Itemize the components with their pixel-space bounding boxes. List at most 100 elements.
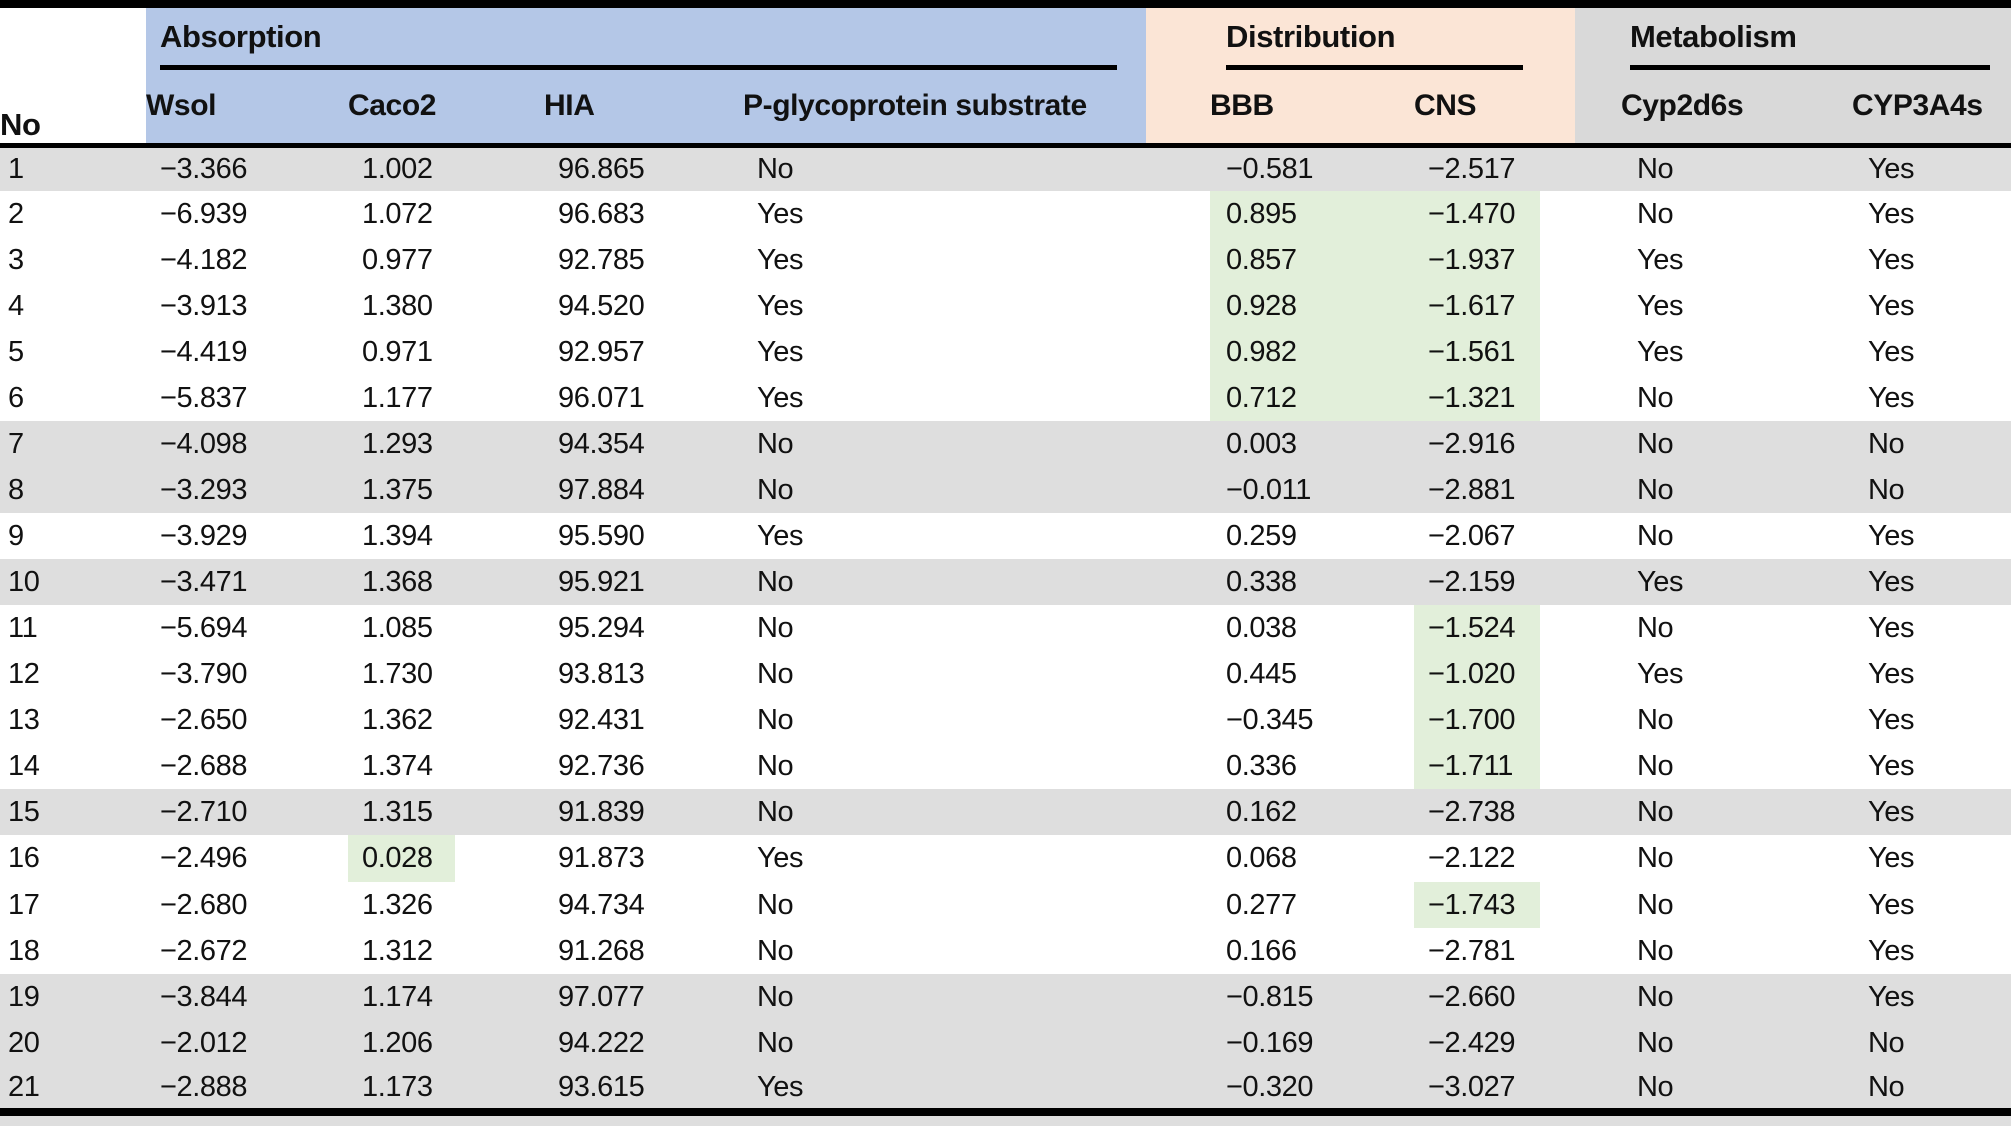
cell-spacer	[1146, 882, 1210, 928]
cell-spacer	[1540, 1066, 1575, 1112]
table-row: 1 −3.366 1.002 96.865 No −0.581 −2.517 N…	[0, 145, 2011, 191]
cell-cns: −2.159	[1414, 559, 1540, 605]
cell-bbb: 0.038	[1226, 611, 1297, 644]
cell-bbb: 0.277	[1226, 888, 1297, 921]
cell-cns: −1.321	[1414, 375, 1540, 421]
cell-cyp3a4s: Yes	[1852, 145, 2011, 191]
cell-cyp2d6s: No	[1621, 974, 1852, 1020]
cell-bbb: 0.928	[1210, 283, 1414, 329]
cell-spacer	[1146, 191, 1210, 237]
cell-spacer	[1540, 467, 1575, 513]
table-row: 19 −3.844 1.174 97.077 No −0.815 −2.660 …	[0, 974, 2011, 1020]
cell-pgp: No	[743, 1020, 1146, 1066]
table-row: 6 −5.837 1.177 96.071 Yes 0.712 −1.321 N…	[0, 375, 2011, 421]
cell-cyp3a4s: Yes	[1868, 519, 1915, 552]
cell-wsol: −3.471	[146, 559, 348, 605]
cell-spacer	[1540, 651, 1575, 697]
cell-caco2: 0.971	[362, 335, 433, 368]
cell-pgp: Yes	[757, 197, 804, 230]
cell-pgp: No	[743, 789, 1146, 835]
cell-spacer	[1540, 559, 1575, 605]
cell-cyp2d6s: No	[1637, 842, 1674, 874]
cell-wsol: −4.098	[146, 421, 348, 467]
cell-caco2: 0.028	[348, 835, 544, 882]
cell-spacer	[1146, 605, 1210, 651]
cell-spacer	[1146, 283, 1210, 329]
cell-spacer	[1146, 651, 1210, 697]
cell-spacer	[1540, 145, 1575, 191]
cell-cns: −1.020	[1414, 651, 1540, 697]
cell-caco2: 1.174	[348, 974, 544, 1020]
cell-hia: 92.431	[558, 703, 645, 736]
cell-hia: 95.294	[558, 611, 645, 644]
group-header-row: No Absorption Distribution Metabolism	[0, 4, 2011, 148]
cell-bbb: 0.712	[1210, 375, 1414, 421]
cell-spacer	[1575, 283, 1621, 329]
cell-cyp2d6s: Yes	[1621, 559, 1852, 605]
table-row: 18 −2.672 1.312 91.268 No 0.166 −2.781 N…	[0, 928, 2011, 974]
cell-cyp3a4s: No	[1852, 421, 2011, 467]
cell-spacer	[1146, 375, 1210, 421]
table-body: 1 −3.366 1.002 96.865 No −0.581 −2.517 N…	[0, 145, 2011, 1112]
cell-wsol: −2.650	[160, 703, 248, 736]
cell-spacer	[1575, 237, 1621, 283]
cell-spacer	[1540, 329, 1575, 375]
cell-bbb: 0.895	[1210, 191, 1414, 237]
cell-wsol: −3.913	[160, 289, 248, 322]
cell-cyp3a4s: Yes	[1868, 289, 1915, 322]
cell-cns: −2.738	[1414, 789, 1540, 835]
cell-bbb: 0.445	[1226, 657, 1297, 690]
table-row: 10 −3.471 1.368 95.921 No 0.338 −2.159 Y…	[0, 559, 2011, 605]
table-row: 17 −2.680 1.326 94.734 No 0.277 −1.743 N…	[0, 882, 2011, 928]
table-row: 9 −3.929 1.394 95.590 Yes 0.259 −2.067 N…	[0, 513, 2011, 559]
cell-hia: 91.873	[558, 842, 645, 874]
cell-spacer	[1146, 421, 1210, 467]
cell-hia: 93.615	[544, 1066, 743, 1112]
cell-spacer	[1540, 743, 1575, 789]
cell-cyp3a4s: Yes	[1868, 842, 1915, 874]
cell-spacer	[1575, 835, 1621, 882]
cell-spacer	[1146, 329, 1210, 375]
cell-bbb: 0.259	[1226, 519, 1297, 552]
cell-pgp: No	[757, 934, 794, 967]
cell-pgp: No	[757, 703, 794, 736]
cell-caco2: 1.362	[362, 703, 433, 736]
cell-cyp2d6s: No	[1637, 934, 1674, 967]
cell-hia: 92.736	[558, 749, 645, 782]
cell-no: 19	[0, 974, 146, 1020]
cell-spacer	[1575, 191, 1621, 237]
cell-cyp2d6s: No	[1637, 611, 1674, 644]
cell-cyp2d6s: No	[1621, 421, 1852, 467]
cell-spacer	[1146, 743, 1210, 789]
cell-no: 21	[0, 1066, 146, 1112]
cell-bbb: 0.857	[1210, 237, 1414, 283]
cell-hia: 96.683	[558, 197, 645, 230]
cell-spacer	[1575, 513, 1621, 559]
cell-spacer	[1575, 375, 1621, 421]
cell-caco2: 1.293	[348, 421, 544, 467]
cell-caco2: 1.072	[362, 197, 433, 230]
cell-spacer	[1146, 1020, 1210, 1066]
cell-bbb: −0.169	[1210, 1020, 1414, 1066]
cell-wsol: −3.929	[160, 519, 248, 552]
cell-cns: −3.027	[1414, 1066, 1540, 1112]
cell-spacer	[1575, 1066, 1621, 1112]
cell-hia: 94.354	[544, 421, 743, 467]
cell-wsol: −2.888	[146, 1066, 348, 1112]
cell-pgp: Yes	[757, 381, 804, 414]
cell-caco2: 1.312	[362, 934, 433, 967]
cell-cyp2d6s: No	[1637, 888, 1674, 921]
table-row: 3 −4.182 0.977 92.785 Yes 0.857 −1.937 Y…	[0, 237, 2011, 283]
cell-cyp2d6s: No	[1621, 1020, 1852, 1066]
cell-cyp2d6s: No	[1637, 749, 1674, 782]
cell-caco2: 1.375	[348, 467, 544, 513]
table-row: 20 −2.012 1.206 94.222 No −0.169 −2.429 …	[0, 1020, 2011, 1066]
cell-bbb: −0.815	[1210, 974, 1414, 1020]
cell-cns: −1.524	[1414, 605, 1540, 651]
cell-wsol: −6.939	[160, 197, 248, 230]
cell-cns: −1.700	[1414, 697, 1540, 743]
cell-spacer	[1146, 559, 1210, 605]
cell-wsol: −4.182	[160, 243, 248, 276]
cell-cyp2d6s: Yes	[1637, 657, 1684, 690]
